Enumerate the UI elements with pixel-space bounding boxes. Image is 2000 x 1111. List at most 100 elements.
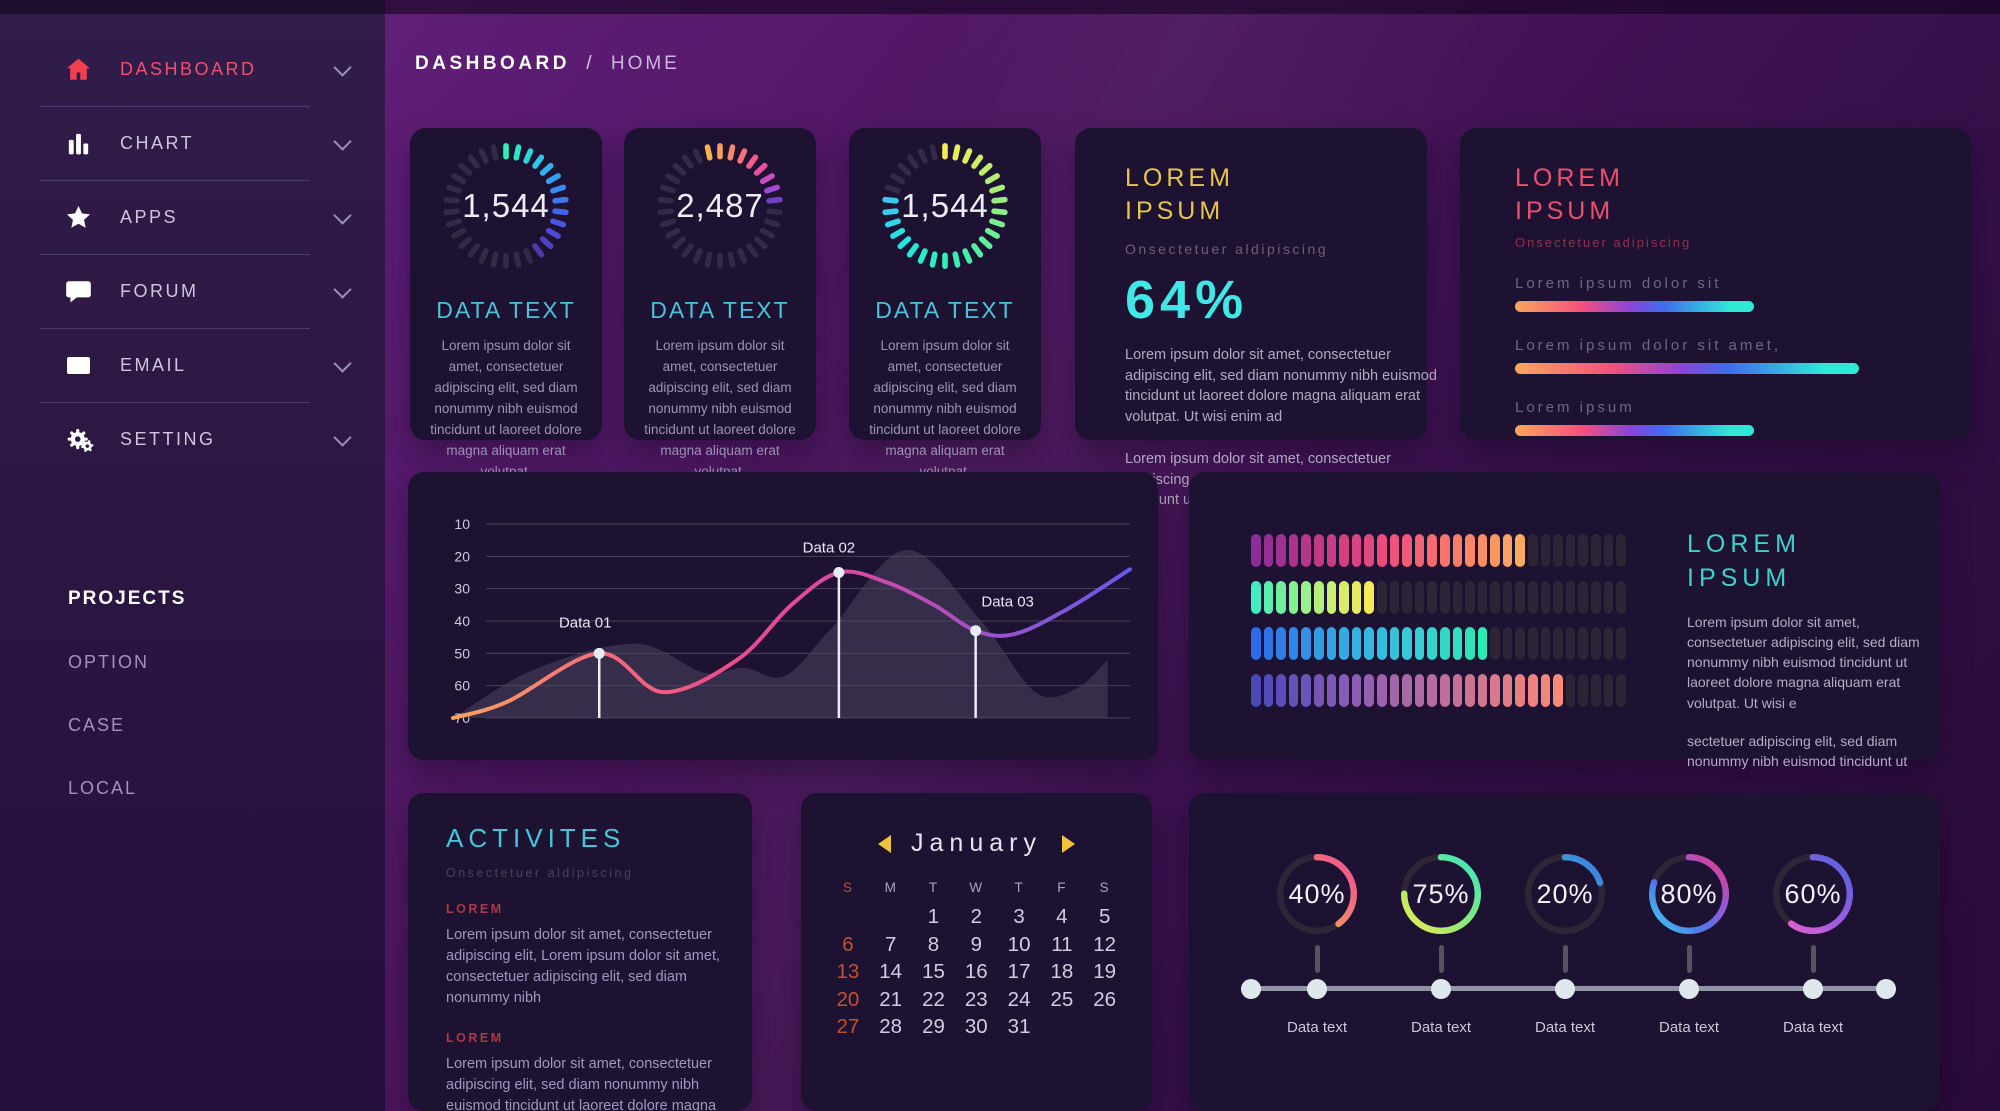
sidebar-item-email[interactable]: EMAIL bbox=[0, 329, 385, 402]
timeline-dot[interactable] bbox=[1876, 978, 1896, 999]
calendar-day[interactable]: 15 bbox=[922, 960, 945, 983]
calendar-day[interactable]: 16 bbox=[964, 960, 988, 983]
activity-entry-text: Lorem ipsum dolor sit amet, consectetuer… bbox=[446, 1056, 717, 1111]
heatmap-segment bbox=[1251, 673, 1261, 707]
calendar-day[interactable]: 14 bbox=[879, 960, 903, 983]
calendar-day[interactable]: 3 bbox=[1013, 905, 1025, 928]
activity-entry-text: Lorem ipsum dolor sit amet, consectetuer… bbox=[446, 927, 721, 1007]
timeline-dot[interactable] bbox=[1307, 978, 1327, 999]
calendar-day[interactable]: 7 bbox=[884, 932, 897, 956]
heatmap-segment bbox=[1490, 580, 1500, 614]
heatmap-segment bbox=[1288, 580, 1299, 614]
heatmap-segment bbox=[1376, 534, 1387, 567]
calendar-day[interactable]: 9 bbox=[970, 932, 982, 956]
sidebar-item-dashboard[interactable]: DASHBOARD bbox=[0, 33, 385, 106]
heatmap-segment bbox=[1301, 580, 1311, 614]
timeline-item-label: Data text bbox=[1410, 1019, 1472, 1036]
calendar-day[interactable]: 19 bbox=[1093, 960, 1117, 983]
activities-title: ACTIVITES bbox=[446, 823, 626, 853]
heatmap-segment bbox=[1376, 580, 1387, 614]
calendar-day[interactable]: 10 bbox=[1007, 932, 1031, 956]
heatmap-segment bbox=[1439, 627, 1450, 660]
sidebar-item-label: CHART bbox=[120, 133, 195, 153]
heatmap-segment bbox=[1414, 534, 1425, 567]
heatmap-segment bbox=[1427, 580, 1437, 614]
calendar-day[interactable]: 1 bbox=[927, 905, 940, 928]
envelope-icon bbox=[60, 350, 96, 382]
calendar-day[interactable]: 29 bbox=[922, 1015, 945, 1038]
sidebar-item-forum[interactable]: FORUM bbox=[0, 255, 385, 328]
calendar-day[interactable]: 31 bbox=[1007, 1015, 1031, 1038]
calendar-day[interactable]: 24 bbox=[1007, 987, 1031, 1011]
bars-list: Lorem ipsum dolor sit Lorem ipsum dolor … bbox=[1515, 275, 1971, 436]
heatmap-segment bbox=[1439, 673, 1450, 707]
heatmap-segment bbox=[1465, 580, 1475, 614]
heatmap-segment bbox=[1490, 534, 1500, 567]
calendar-day[interactable]: 5 bbox=[1098, 905, 1111, 928]
sidebar-item-chart[interactable]: CHART bbox=[0, 107, 385, 180]
calendar-day[interactable]: 22 bbox=[922, 987, 945, 1011]
calendar-day[interactable]: 11 bbox=[1051, 932, 1073, 956]
calendar-day-header: S bbox=[842, 880, 853, 895]
stat-value: 1,544 bbox=[901, 187, 989, 224]
calendar-day[interactable]: 30 bbox=[964, 1015, 988, 1038]
next-month-arrow[interactable] bbox=[1061, 834, 1075, 853]
heatmap-segment bbox=[1364, 627, 1374, 660]
heatmap-segment bbox=[1591, 673, 1601, 707]
calendar-day[interactable]: 18 bbox=[1050, 960, 1074, 983]
circular-progress-ring bbox=[1772, 853, 1854, 935]
breadcrumb-home[interactable]: HOME bbox=[610, 53, 680, 74]
timeline-dot[interactable] bbox=[1431, 978, 1451, 999]
calendar-day[interactable]: 28 bbox=[879, 1015, 903, 1038]
calendar-day[interactable]: 6 bbox=[842, 932, 854, 956]
sidebar-divider bbox=[40, 328, 310, 329]
breadcrumb-dashboard[interactable]: DASHBOARD bbox=[415, 53, 570, 74]
calendar-day[interactable]: 12 bbox=[1093, 932, 1117, 956]
calendar-day[interactable]: 26 bbox=[1093, 987, 1117, 1011]
prev-month-arrow[interactable] bbox=[878, 834, 892, 853]
calendar-day[interactable]: 17 bbox=[1007, 960, 1031, 983]
calendar-day[interactable]: 21 bbox=[879, 987, 903, 1011]
breadcrumb-separator: / bbox=[586, 53, 595, 74]
timeline-dot[interactable] bbox=[1679, 978, 1699, 999]
sidebar-link-local[interactable]: LOCAL bbox=[68, 778, 138, 798]
heatmap-segment bbox=[1603, 627, 1614, 660]
sidebar-item-setting[interactable]: SETTING bbox=[0, 403, 385, 476]
timeline-dot[interactable] bbox=[1555, 978, 1575, 999]
heatmap-segment bbox=[1276, 627, 1286, 660]
heatmap-segment bbox=[1376, 673, 1387, 707]
bars-card-subtitle: Onsectetuer adipiscing bbox=[1515, 235, 1692, 250]
heatmap-segment bbox=[1364, 580, 1374, 614]
heatmap-segment bbox=[1339, 673, 1349, 707]
sidebar-item-apps[interactable]: APPS bbox=[0, 181, 385, 254]
activity-entry-label: LOREM bbox=[446, 1031, 504, 1046]
timeline-dot[interactable] bbox=[1803, 978, 1823, 999]
heatmap-segment bbox=[1339, 627, 1349, 660]
calendar-day[interactable]: 20 bbox=[836, 987, 860, 1011]
stat-body: Lorem ipsum dolor sit amet, consectetuer… bbox=[644, 338, 796, 479]
calendar-day[interactable]: 2 bbox=[970, 905, 982, 928]
stat-value: 2,487 bbox=[676, 187, 764, 224]
sidebar-item-label: APPS bbox=[120, 207, 179, 227]
timeline-dot[interactable] bbox=[1241, 978, 1261, 999]
circular-progress-ring bbox=[1648, 853, 1730, 935]
calendar-day[interactable]: 27 bbox=[836, 1015, 860, 1038]
stat-body: Lorem ipsum dolor sit amet, consectetuer… bbox=[869, 338, 1021, 479]
timeline-connector bbox=[1562, 945, 1568, 973]
gauge-percent: 40% bbox=[1288, 879, 1346, 909]
heatmap-segment bbox=[1603, 534, 1614, 567]
calendar-day[interactable]: 13 bbox=[836, 960, 860, 983]
heatmap-segment bbox=[1578, 627, 1589, 660]
sidebar-link-case[interactable]: CASE bbox=[68, 715, 126, 735]
calendar-day[interactable]: 25 bbox=[1050, 987, 1074, 1011]
calendar-day[interactable]: 4 bbox=[1056, 905, 1068, 928]
sidebar-link-option[interactable]: OPTION bbox=[68, 652, 150, 672]
heatmap-paragraph-1: Lorem ipsum dolor sit amet, consectetuer… bbox=[1687, 613, 1920, 711]
heatmap-segment bbox=[1603, 580, 1614, 614]
heatmap-segment bbox=[1389, 580, 1400, 614]
calendar-day[interactable]: 23 bbox=[964, 987, 988, 1011]
chevron-down-icon bbox=[333, 57, 352, 77]
calendar-day[interactable]: 8 bbox=[927, 932, 940, 956]
top-strip bbox=[0, 0, 2000, 14]
